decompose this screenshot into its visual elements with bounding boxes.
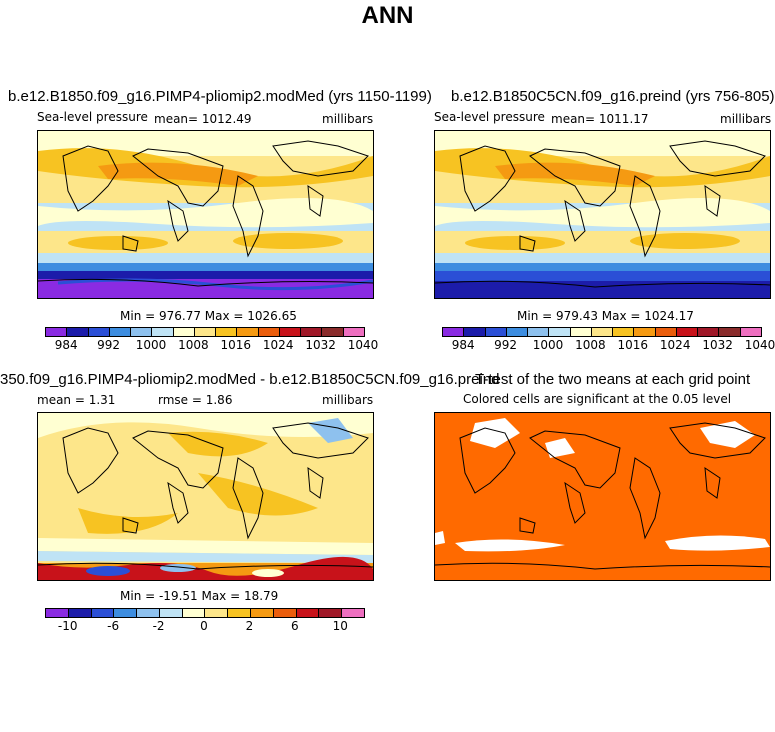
colorbar-slp-difference xyxy=(45,608,365,618)
colorbar-tick-label: 1024 xyxy=(659,338,691,352)
colorbar-tick-label: 1016 xyxy=(220,338,252,352)
colorbar-swatch xyxy=(173,328,195,336)
panel-minmax-label: Min = 979.43 Max = 1024.17 xyxy=(517,309,694,323)
colorbar-swatch xyxy=(740,328,761,336)
colorbar-swatch xyxy=(319,609,343,617)
colorbar-swatch xyxy=(114,609,138,617)
colorbar-swatch xyxy=(443,328,465,336)
colorbar-swatch xyxy=(549,328,571,336)
colorbar-swatch xyxy=(528,328,550,336)
colorbar-swatch xyxy=(109,328,132,336)
colorbar-swatch xyxy=(152,328,174,336)
panel-rmse-label: rmse = 1.86 xyxy=(158,393,233,407)
colorbar-swatch xyxy=(485,328,507,336)
colorbar-slp-model xyxy=(45,327,365,337)
colorbar-swatch xyxy=(698,328,720,336)
colorbar-swatch xyxy=(279,328,302,336)
colorbar-tick-label: 984 xyxy=(451,338,475,352)
colorbar-swatch xyxy=(68,609,92,617)
colorbar-tick-label: 992 xyxy=(494,338,518,352)
colorbar-swatch xyxy=(719,328,741,336)
colorbar-swatch xyxy=(273,609,297,617)
colorbar-swatch xyxy=(506,328,529,336)
colorbar-swatch xyxy=(46,609,69,617)
panel-title-difference: 350.f09_g16.PIMP4-pliomip2.modMed - b.e1… xyxy=(0,371,500,388)
colorbar-tick-label: -2 xyxy=(152,619,165,633)
panel-units-label: millibars xyxy=(322,112,374,126)
colorbar-tick-label: 1000 xyxy=(135,338,167,352)
panel-title-control: b.e12.B1850C5CN.f09_g16.preind (yrs 756-… xyxy=(451,88,775,105)
colorbar-swatch xyxy=(655,328,677,336)
colorbar-swatch xyxy=(88,328,110,336)
colorbar-tick-label: -6 xyxy=(107,619,120,633)
colorbar-swatch xyxy=(67,328,89,336)
slp-map-model xyxy=(37,130,374,299)
colorbar-swatch xyxy=(296,609,320,617)
colorbar-swatch xyxy=(205,609,229,617)
colorbar-swatch xyxy=(131,328,153,336)
colorbar-tick-label: 1008 xyxy=(178,338,209,352)
panel-minmax-label: Min = -19.51 Max = 18.79 xyxy=(120,589,279,603)
panel-units-label: millibars xyxy=(322,393,374,407)
colorbar-tick-label: 6 xyxy=(291,619,299,633)
colorbar-tick-label: 1040 xyxy=(347,338,379,352)
colorbar-swatch xyxy=(343,328,364,336)
figure-title: ANN xyxy=(361,2,414,29)
panel-mean-label: mean = 1.31 xyxy=(37,393,116,407)
colorbar-swatch xyxy=(137,609,160,617)
colorbar-tick-label: -10 xyxy=(57,619,78,633)
colorbar-swatch xyxy=(322,328,344,336)
panel-variable-label: Sea-level pressure xyxy=(37,110,148,124)
colorbar-swatch xyxy=(251,609,274,617)
colorbar-tick-label: 984 xyxy=(54,338,78,352)
colorbar-tick-label: 2 xyxy=(245,619,254,633)
colorbar-tick-label: 992 xyxy=(97,338,121,352)
colorbar-tick-label: 1016 xyxy=(617,338,649,352)
colorbar-swatch xyxy=(570,328,592,336)
colorbar-swatch xyxy=(216,328,238,336)
colorbar-slp-control xyxy=(442,327,762,337)
colorbar-tick-label: 1000 xyxy=(532,338,564,352)
colorbar-swatch xyxy=(228,609,252,617)
colorbar-swatch xyxy=(613,328,635,336)
colorbar-swatch xyxy=(464,328,486,336)
colorbar-swatch xyxy=(182,609,206,617)
colorbar-swatch xyxy=(237,328,259,336)
colorbar-swatch xyxy=(159,609,183,617)
colorbar-swatch xyxy=(301,328,323,336)
panel-variable-label: Sea-level pressure xyxy=(434,110,545,124)
panel-subtitle-ttest: Colored cells are significant at the 0.0… xyxy=(463,392,732,406)
panel-title-model: b.e12.B1850.f09_g16.PIMP4-pliomip2.modMe… xyxy=(8,88,432,105)
colorbar-swatch xyxy=(194,328,217,336)
colorbar-tick-label: 1040 xyxy=(744,338,775,352)
colorbar-swatch xyxy=(258,328,280,336)
colorbar-swatch xyxy=(676,328,699,336)
colorbar-tick-label: 1032 xyxy=(305,338,336,352)
colorbar-swatch xyxy=(342,609,364,617)
colorbar-tick-label: 0 xyxy=(200,619,208,633)
colorbar-tick-label: 10 xyxy=(332,619,348,633)
colorbar-tick-label: 1032 xyxy=(702,338,733,352)
colorbar-swatch xyxy=(91,609,115,617)
panel-mean-label: mean= 1012.49 xyxy=(154,112,252,126)
panel-units-label: millibars xyxy=(720,112,772,126)
panel-title-ttest: T-test of the two means at each grid poi… xyxy=(475,371,751,388)
colorbar-swatch xyxy=(634,328,656,336)
panel-minmax-label: Min = 976.77 Max = 1026.65 xyxy=(120,309,297,323)
colorbar-tick-label: 1008 xyxy=(575,338,606,352)
colorbar-swatch xyxy=(591,328,614,336)
slp-map-control xyxy=(434,130,771,299)
slp-map-difference xyxy=(37,412,374,581)
panel-mean-label: mean= 1011.17 xyxy=(551,112,649,126)
colorbar-swatch xyxy=(46,328,68,336)
ttest-map xyxy=(434,412,771,581)
colorbar-tick-label: 1024 xyxy=(262,338,294,352)
